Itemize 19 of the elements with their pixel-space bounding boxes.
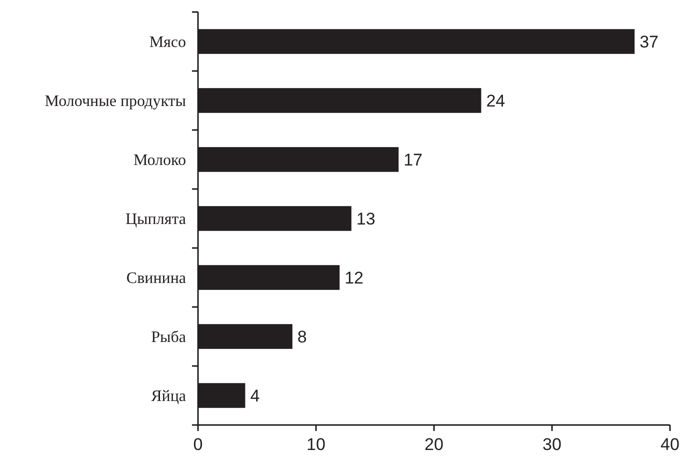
x-tick-label: 0 xyxy=(193,435,203,454)
x-tick-label: 20 xyxy=(424,435,444,454)
x-tick-label: 30 xyxy=(542,435,562,454)
data-label: 13 xyxy=(356,209,376,228)
data-label: 12 xyxy=(344,268,364,288)
x-tick-label: 40 xyxy=(660,435,680,454)
y-tick-label: Цыплята xyxy=(126,211,186,228)
y-tick-label: Свинина xyxy=(126,270,186,288)
data-label: 4 xyxy=(250,386,260,406)
y-tick-label: Яйца xyxy=(151,388,186,406)
data-label: 8 xyxy=(297,327,307,346)
x-tick-label: 10 xyxy=(306,435,326,454)
y-tick-label: Рыба xyxy=(151,329,186,346)
y-tick-label: Молоко xyxy=(133,152,186,170)
data-label: 37 xyxy=(640,32,659,52)
y-tick-label: Молочные продукты xyxy=(44,93,186,110)
data-label: 17 xyxy=(404,150,423,170)
data-label: 24 xyxy=(486,91,506,110)
y-tick-label: Мясо xyxy=(149,34,186,52)
